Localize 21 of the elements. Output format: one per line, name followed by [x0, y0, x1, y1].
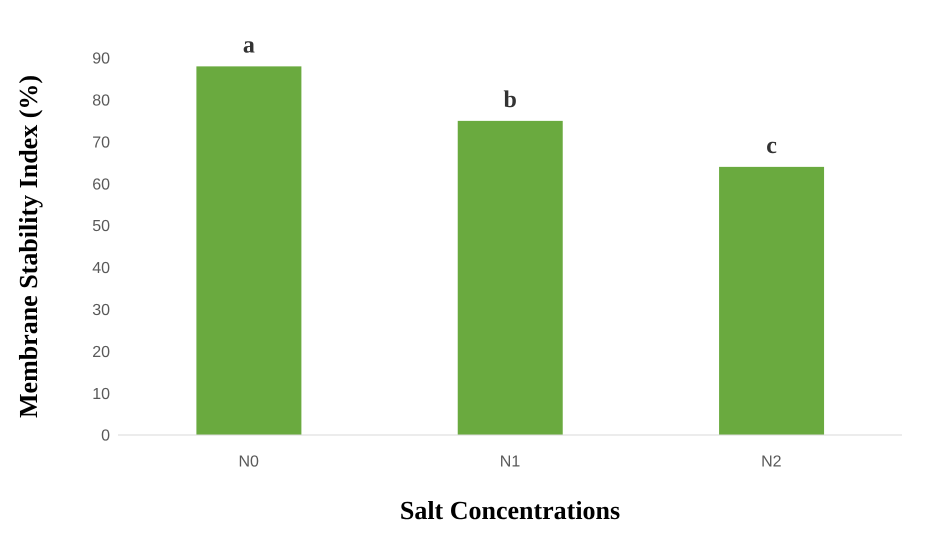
y-tick-label: 70 [92, 134, 110, 152]
x-tick-label: N2 [761, 453, 782, 470]
x-tick-label: N0 [238, 453, 259, 470]
y-tick-label: 40 [92, 260, 110, 278]
bar [196, 66, 302, 435]
x-tick-label: N1 [500, 453, 520, 470]
annotation: b [504, 86, 517, 113]
y-tick-label: 50 [92, 218, 110, 236]
x-axis-title: Salt Concentrations [400, 496, 620, 525]
annotation: a [242, 32, 255, 58]
y-tick-label: 20 [92, 344, 110, 361]
y-axis-title: Membrane Stability Index (%) [14, 74, 44, 418]
annotation: c [766, 132, 778, 159]
y-tick-label: 60 [92, 176, 110, 194]
bar [719, 166, 824, 435]
y-tick-label: 10 [92, 386, 110, 403]
y-tick-label: 0 [101, 428, 110, 445]
y-tick-label: 80 [92, 92, 110, 110]
y-tick-label: 30 [92, 302, 110, 320]
y-tick-label: 90 [92, 50, 110, 68]
bar [458, 120, 563, 435]
